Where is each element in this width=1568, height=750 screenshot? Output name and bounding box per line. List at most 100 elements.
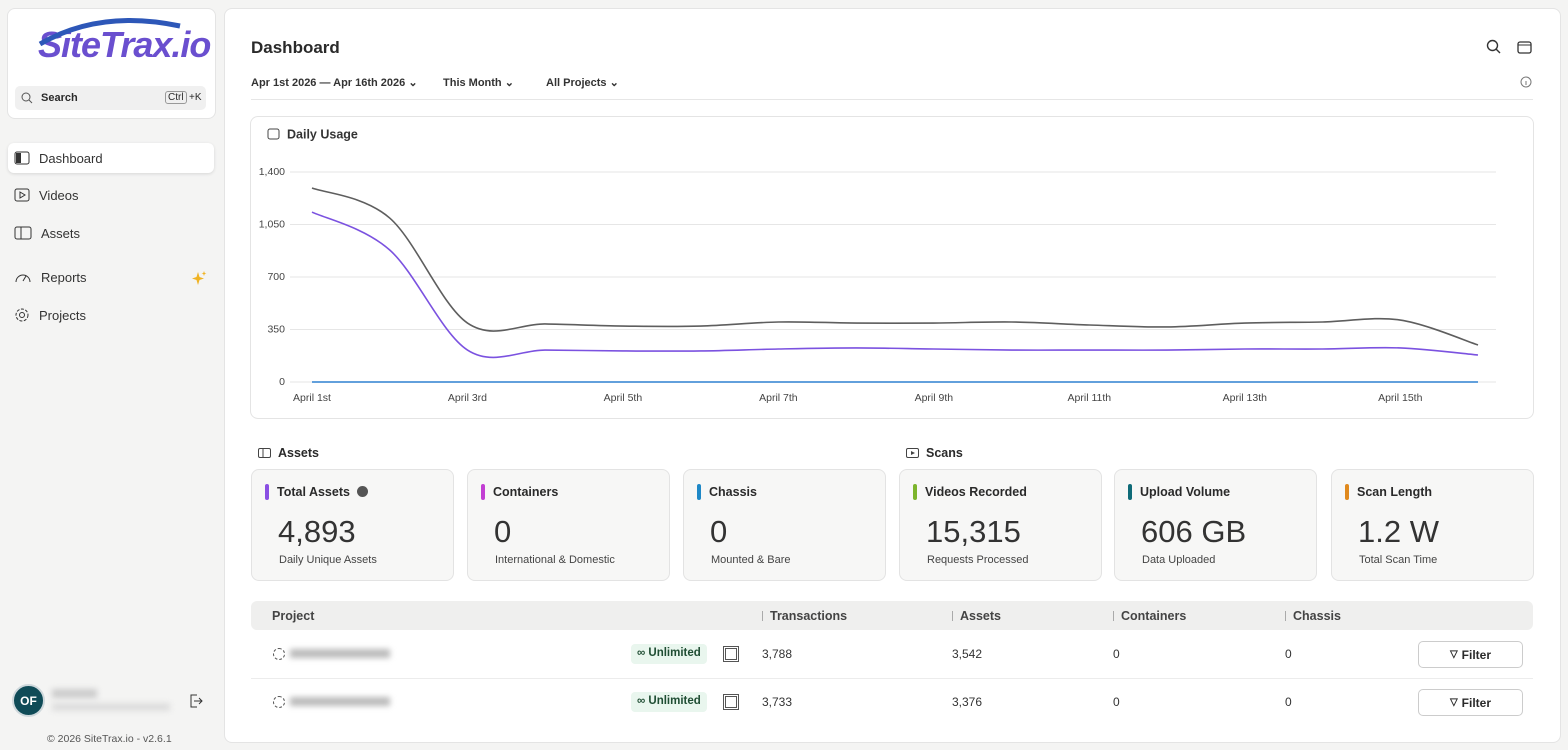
cell: 3,376 bbox=[952, 695, 983, 709]
color-bar bbox=[1128, 484, 1132, 500]
color-bar bbox=[265, 484, 269, 500]
avatar[interactable]: OF bbox=[12, 684, 45, 717]
nav-label: Videos bbox=[39, 187, 79, 203]
column-divider bbox=[952, 611, 953, 621]
card-label: Videos Recorded bbox=[925, 485, 1027, 499]
info-icon[interactable] bbox=[357, 486, 369, 497]
period-filter[interactable]: This Month ⌄ bbox=[443, 77, 514, 89]
button-label: Filter bbox=[1461, 695, 1492, 710]
chart: Daily Usage 0 350 700 1,050 1,400 April 1st Ap… bbox=[259, 127, 1496, 404]
stat-card: Videos Recorded 15,315 Requests Processed bbox=[899, 469, 1102, 581]
nav-label: Projects bbox=[39, 307, 86, 323]
row-divider bbox=[251, 678, 1533, 679]
y-tick-label: 1,050 bbox=[259, 218, 285, 230]
section-title: Scans bbox=[926, 446, 963, 460]
shortcut-key: Ctrl bbox=[165, 91, 187, 104]
badge-text: Unlimited bbox=[648, 695, 701, 707]
filter-label: This Month bbox=[443, 77, 502, 89]
line-series bbox=[311, 187, 1479, 346]
color-bar bbox=[481, 484, 485, 500]
project-filter[interactable]: All Projects ⌄ bbox=[546, 77, 619, 89]
card-sub: Mounted & Bare bbox=[711, 554, 791, 566]
y-tick-label: 1,400 bbox=[259, 166, 285, 178]
cell: 0 bbox=[1285, 695, 1292, 709]
page-title: Dashboard bbox=[251, 38, 340, 57]
plan-badge: ∞ Unlimited bbox=[631, 644, 707, 664]
card-label: Containers bbox=[493, 485, 559, 499]
filter-button[interactable]: ▽ Filter bbox=[1418, 689, 1523, 716]
line-series bbox=[311, 211, 1479, 359]
sparkle-icon bbox=[192, 271, 207, 285]
button-label: Filter bbox=[1461, 647, 1492, 662]
card-value: 0 bbox=[494, 514, 512, 549]
nav-item[interactable]: Videos bbox=[14, 180, 79, 210]
stat-card: Containers 0 International & Domestic bbox=[467, 469, 670, 581]
card-label: Chassis bbox=[709, 485, 757, 499]
search-icon bbox=[21, 92, 33, 104]
project-icon bbox=[273, 696, 285, 708]
nav-item[interactable]: Projects bbox=[14, 300, 86, 330]
cell: 3,733 bbox=[762, 695, 793, 709]
cell: 3,542 bbox=[952, 647, 983, 661]
column-header: Chassis bbox=[1293, 609, 1341, 623]
nav-label: Reports bbox=[41, 269, 87, 285]
filter-button[interactable]: ▽ Filter bbox=[1418, 641, 1523, 668]
stat-card: Chassis 0 Mounted & Bare bbox=[683, 469, 886, 581]
card-value: 1.2 W bbox=[1358, 514, 1439, 549]
color-bar bbox=[697, 484, 701, 500]
card-value: 15,315 bbox=[926, 514, 1021, 549]
card-value: 0 bbox=[710, 514, 728, 549]
cell: 0 bbox=[1113, 695, 1120, 709]
chart-title: Daily Usage bbox=[287, 127, 358, 141]
x-tick-label: April 13th bbox=[1223, 392, 1268, 404]
x-tick-label: April 9th bbox=[915, 392, 954, 404]
section-title: Assets bbox=[278, 446, 319, 460]
scans-icon bbox=[906, 448, 919, 458]
column-header: Transactions bbox=[770, 609, 848, 623]
search-button[interactable] bbox=[1486, 39, 1502, 55]
infinity-icon: ∞ bbox=[637, 695, 649, 707]
x-tick-label: April 5th bbox=[604, 392, 643, 404]
user-email-blurred bbox=[52, 703, 170, 711]
chart-card bbox=[250, 116, 1534, 419]
column-divider bbox=[762, 611, 763, 621]
y-tick-label: 700 bbox=[267, 271, 285, 283]
filter-label: All Projects bbox=[546, 77, 607, 89]
logout-icon[interactable] bbox=[188, 693, 204, 709]
column-header: Assets bbox=[960, 609, 1001, 623]
user-name-blurred bbox=[52, 689, 97, 698]
nav-item[interactable]: Assets bbox=[14, 218, 80, 248]
column-header: Containers bbox=[1121, 609, 1187, 623]
column-divider bbox=[1113, 611, 1114, 621]
nav-item[interactable]: Dashboard bbox=[8, 143, 214, 173]
card-sub: Data Uploaded bbox=[1142, 554, 1216, 566]
card-label: Scan Length bbox=[1357, 485, 1433, 499]
nav-item[interactable]: Reports bbox=[14, 262, 87, 292]
column-divider bbox=[1285, 611, 1286, 621]
chart-icon bbox=[267, 128, 280, 140]
filter-icon: ▽ bbox=[1449, 697, 1458, 708]
badge-text: Unlimited bbox=[648, 647, 701, 659]
stat-card: Total Assets 4,893 Daily Unique Assets bbox=[251, 469, 454, 581]
x-tick-label: April 11th bbox=[1068, 392, 1112, 404]
card-sub: Daily Unique Assets bbox=[279, 554, 377, 566]
cell: 3,788 bbox=[762, 647, 793, 661]
x-tick-label: April 15th bbox=[1378, 392, 1423, 404]
calendar-button[interactable] bbox=[1517, 39, 1533, 55]
info-icon[interactable] bbox=[1520, 76, 1532, 88]
shortcut-suffix: +K bbox=[189, 92, 202, 103]
color-bar bbox=[1345, 484, 1349, 500]
date-filter[interactable]: Apr 1st 2026 — Apr 16th 2026 ⌄ bbox=[251, 77, 418, 89]
qr-icon[interactable] bbox=[723, 694, 739, 710]
search-box[interactable] bbox=[15, 86, 206, 110]
qr-icon[interactable] bbox=[723, 646, 739, 662]
x-tick-label: April 1st bbox=[293, 392, 331, 404]
project-name-blurred bbox=[290, 649, 390, 658]
x-tick-label: April 7th bbox=[759, 392, 798, 404]
card-sub: International & Domestic bbox=[495, 554, 615, 566]
assets-icon bbox=[258, 448, 271, 458]
infinity-icon: ∞ bbox=[637, 647, 649, 659]
cell: 0 bbox=[1113, 647, 1120, 661]
